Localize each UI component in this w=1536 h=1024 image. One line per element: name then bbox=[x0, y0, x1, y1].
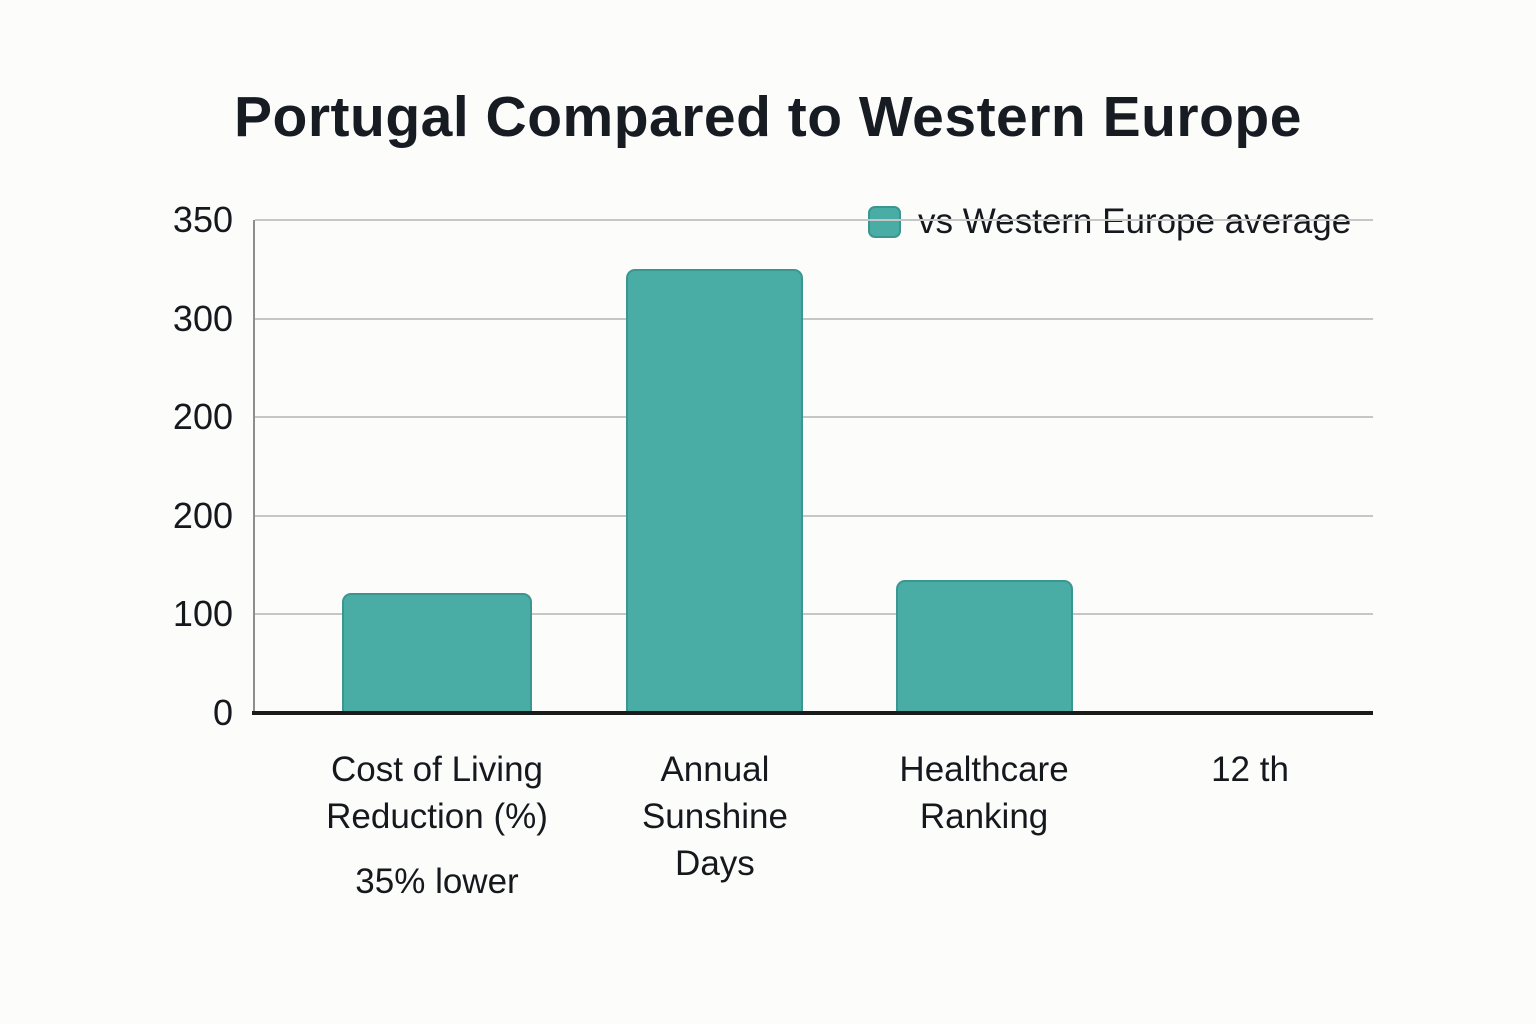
y-tick-label: 350 bbox=[172, 199, 233, 240]
x-category-label-line: Healthcare bbox=[899, 750, 1069, 789]
x-category-label-line: Days bbox=[675, 844, 755, 883]
gridline bbox=[255, 416, 1373, 419]
x-category-label-line: Annual bbox=[660, 750, 770, 789]
x-axis-labels-group: Cost of Living Reduction (%) 35% lower Annu… bbox=[255, 746, 1373, 916]
x-category-label-line: 12 th bbox=[1211, 750, 1289, 789]
gridline bbox=[255, 317, 1373, 320]
y-tick-label: 200 bbox=[172, 396, 233, 438]
y-tick-label: 100 bbox=[172, 593, 233, 635]
gridline bbox=[255, 514, 1373, 517]
legend: vs Western Europe average bbox=[868, 202, 1351, 242]
y-axis-line bbox=[253, 220, 255, 713]
legend-label: vs Western Europe average bbox=[918, 202, 1352, 241]
y-tick-label: 0 bbox=[212, 692, 233, 733]
gridline bbox=[255, 613, 1373, 616]
bar bbox=[341, 593, 533, 713]
y-tick-label: 200 bbox=[172, 494, 233, 536]
y-tick-label: 300 bbox=[172, 297, 233, 339]
x-category-label-line: Cost of Living bbox=[330, 750, 544, 789]
x-category-label-line: Sunshine bbox=[641, 797, 788, 836]
gridline bbox=[255, 219, 1373, 221]
bar bbox=[895, 580, 1073, 713]
plot-area: 350 300 200 200 100 0 bbox=[173, 201, 1373, 732]
x-category-sublabel: 35% lower bbox=[355, 862, 519, 901]
x-category-label: Annual Sunshine Days bbox=[642, 746, 788, 887]
bar bbox=[626, 269, 804, 713]
x-category-label-line: Reduction (%) bbox=[326, 797, 548, 836]
x-category-label: 12 th bbox=[1211, 746, 1289, 793]
x-category-label: Cost of Living Reduction (%) 35% lower bbox=[326, 746, 548, 905]
legend-swatch-icon bbox=[868, 206, 901, 238]
x-category-label: Healthcare Ranking bbox=[899, 746, 1068, 840]
x-category-label-line: Ranking bbox=[919, 797, 1049, 836]
x-axis-line bbox=[252, 711, 1373, 715]
chart-title: Portugal Compared to Western Europe bbox=[234, 85, 1302, 149]
